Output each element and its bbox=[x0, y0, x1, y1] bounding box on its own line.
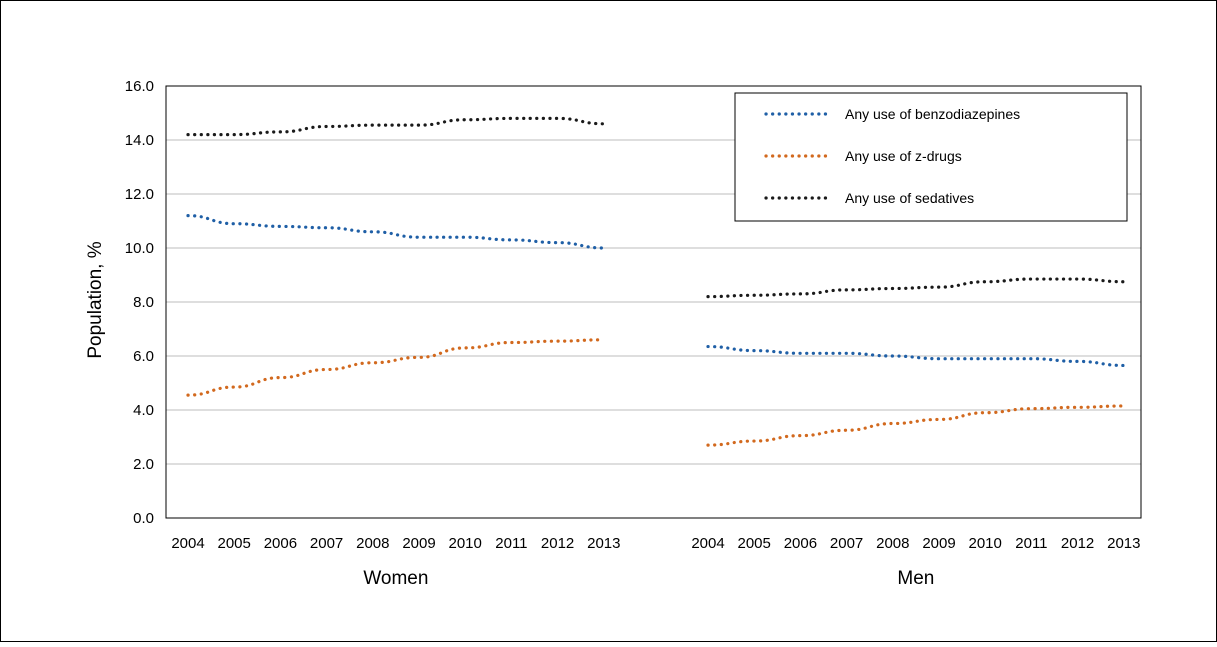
x-tick-label: 2005 bbox=[738, 535, 771, 552]
data-series bbox=[186, 116, 1126, 447]
y-tick-label: 16.0 bbox=[125, 78, 154, 95]
y-tick-label: 4.0 bbox=[133, 402, 154, 419]
x-tick-label: 2006 bbox=[264, 535, 297, 552]
series-line-men-z-drugs bbox=[706, 404, 1126, 447]
plot-border bbox=[165, 85, 1142, 519]
x-tick-labels: 2004 2005 2006 2007 2008 2009 2010 2011 2012 2013… bbox=[171, 535, 1140, 552]
x-tick-label: 2013 bbox=[1107, 535, 1140, 552]
legend-label-sedatives: Any use of sedatives bbox=[845, 190, 974, 206]
legend-label-z-drugs: Any use of z-drugs bbox=[845, 148, 962, 164]
x-tick-label: 2012 bbox=[1061, 535, 1094, 552]
x-tick-label: 2012 bbox=[541, 535, 574, 552]
x-tick-label: 2010 bbox=[449, 535, 482, 552]
x-tick-label: 2007 bbox=[830, 535, 863, 552]
y-tick-label: 2.0 bbox=[133, 456, 154, 473]
x-tick-label: 2011 bbox=[1015, 535, 1047, 552]
y-tick-label: 8.0 bbox=[133, 294, 154, 311]
group-label-men: Men bbox=[897, 568, 934, 589]
y-tick-label: 6.0 bbox=[133, 348, 154, 365]
plot-area bbox=[165, 85, 1142, 519]
y-tick-labels: 0.0 2.0 4.0 6.0 8.0 10.0 12.0 14.0 16.0 bbox=[125, 78, 154, 527]
y-tick-label: 14.0 bbox=[125, 132, 154, 149]
y-tick-label: 0.0 bbox=[133, 510, 154, 527]
x-tick-label: 2011 bbox=[495, 535, 527, 552]
x-tick-label: 2005 bbox=[218, 535, 251, 552]
y-axis-title: Population, % bbox=[85, 241, 106, 358]
series-line-women-z-drugs bbox=[186, 338, 606, 397]
y-tick-label: 12.0 bbox=[125, 186, 154, 203]
group-label-women: Women bbox=[363, 568, 428, 589]
group-labels: Women Men bbox=[363, 568, 934, 589]
x-tick-label: 2004 bbox=[691, 535, 724, 552]
x-tick-label: 2008 bbox=[356, 535, 389, 552]
x-tick-label: 2013 bbox=[587, 535, 620, 552]
x-tick-label: 2006 bbox=[784, 535, 817, 552]
x-tick-label: 2008 bbox=[876, 535, 909, 552]
legend-label-benzodiazepines: Any use of benzodiazepines bbox=[845, 106, 1020, 122]
series-line-women-benzodiazepines bbox=[186, 214, 606, 250]
y-tick-label: 10.0 bbox=[125, 240, 154, 257]
x-tick-label: 2009 bbox=[402, 535, 435, 552]
x-tick-label: 2007 bbox=[310, 535, 343, 552]
legend: Any use of benzodiazepines Any use of z-d… bbox=[734, 92, 1128, 222]
x-tick-label: 2004 bbox=[171, 535, 204, 552]
x-tick-label: 2009 bbox=[922, 535, 955, 552]
x-tick-label: 2010 bbox=[969, 535, 1002, 552]
